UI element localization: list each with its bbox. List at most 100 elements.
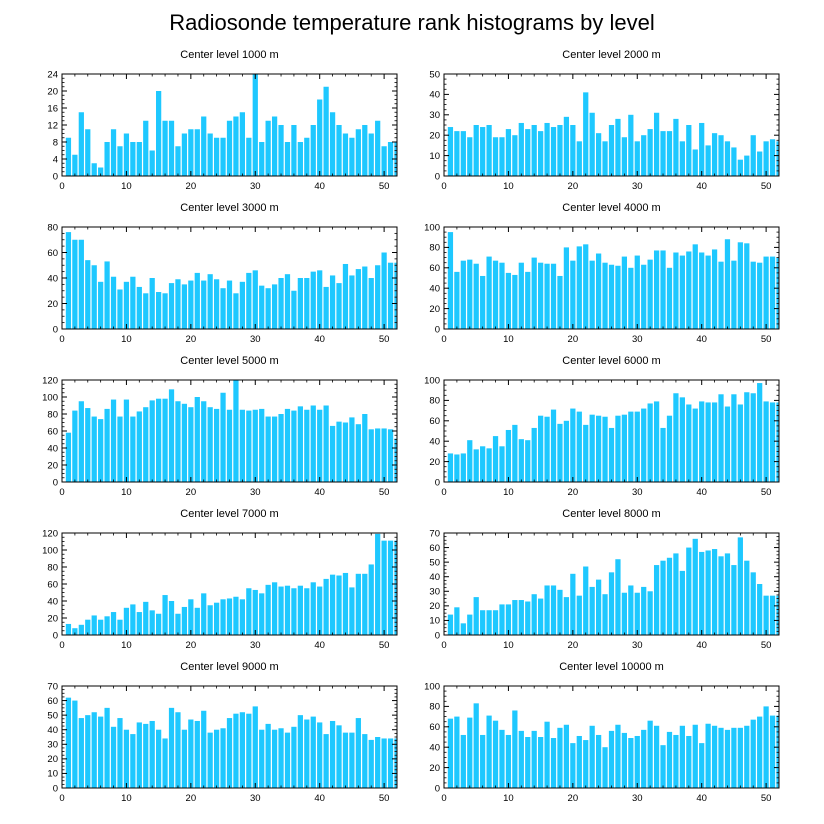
histogram-bar [78,401,84,482]
histogram-bar [284,142,291,176]
x-tick-label: 10 [503,793,514,804]
histogram-bar [660,427,666,482]
histogram-bar [570,125,576,176]
histogram-bar [673,118,679,176]
histogram-bar [194,397,200,482]
histogram-bar [602,416,608,482]
histogram-bar [355,424,361,482]
y-tick-label: 60 [47,579,58,590]
histogram-bar [641,408,647,482]
histogram-bar [531,730,537,788]
histogram-bar [168,601,175,635]
y-tick-label: 80 [429,243,440,254]
histogram-bar [563,420,570,482]
histogram-bar [679,725,685,788]
histogram-bar [362,125,368,176]
x-tick-label: 0 [441,640,446,651]
histogram-bar [499,446,505,482]
histogram-bar [226,409,233,482]
histogram-bar [72,628,78,635]
histogram-bar [117,289,123,329]
y-tick-label: 20 [47,86,58,97]
histogram-bar [454,271,460,329]
histogram-bar [634,141,640,176]
histogram-bar [576,141,582,176]
histogram-bar [65,232,72,329]
histogram-panel: Center level 5000 m 0 10 20 30 40 50 0 20 40 60 80 1… [42,355,398,498]
histogram-bar [381,252,387,329]
histogram-bar [213,408,220,482]
histogram-bar [647,591,653,635]
histogram-bar [381,540,387,635]
histogram-bar [692,538,698,635]
histogram-bar [492,436,499,482]
histogram-bar [660,250,666,329]
histogram-bar [271,116,278,176]
histogram-bar [123,399,130,482]
histogram-bar [621,137,627,176]
histogram-bar [136,722,142,788]
y-tick-label: 120 [42,528,58,539]
histogram-bar [615,415,621,482]
histogram-bar [117,416,123,482]
histogram-bar [246,713,252,788]
histogram-bar [110,129,117,176]
x-tick-label: 40 [696,181,707,192]
histogram-bar [595,253,602,329]
histogram-bar [310,271,316,330]
histogram-bar [499,262,505,329]
x-tick-label: 0 [441,334,446,345]
histogram-bar [265,288,271,329]
histogram-bar [673,734,679,788]
histogram-bar [757,262,763,329]
histogram-bar [78,239,84,329]
histogram-bar [647,720,653,788]
histogram-bar [65,432,72,482]
histogram-bar [239,112,245,176]
histogram-bar [323,578,329,635]
histogram-bar [641,729,647,788]
histogram-bar [595,133,602,176]
x-tick-label: 20 [568,181,579,192]
histogram-bar [110,276,117,329]
histogram-bar [387,540,394,635]
histogram-bar [757,151,763,176]
y-tick-label: 0 [53,324,58,335]
x-tick-label: 20 [568,334,579,345]
histogram-bar [467,440,473,482]
histogram-bar [98,281,104,329]
y-tick-label: 10 [429,616,440,627]
histogram-bar [149,150,155,176]
y-tick-label: 20 [47,754,58,765]
histogram-bar [213,729,220,788]
histogram-bar [505,734,512,788]
histogram-bar [550,409,557,482]
histogram-bar [104,707,110,788]
histogram-bar [525,271,531,329]
panel-title: Center level 7000 m [180,508,278,520]
histogram-bar [757,584,763,635]
histogram-bar [602,747,608,788]
histogram-bar [576,595,582,635]
histogram-bar [615,724,621,788]
x-tick-label: 0 [441,181,446,192]
histogram-bar [531,594,537,635]
histogram-bar [304,588,310,635]
x-tick-label: 10 [121,334,132,345]
histogram-bar [317,99,323,176]
histogram-bar [673,252,679,329]
histogram-bar [355,269,361,329]
x-tick-label: 30 [632,181,643,192]
y-tick-label: 20 [47,613,58,624]
histogram-bar [362,573,368,635]
histogram-bar [737,404,743,482]
histogram-bar [188,719,194,788]
histogram-bar [181,606,188,635]
histogram-bar [589,260,595,329]
histogram-bar [355,129,361,176]
y-tick-label: 50 [47,710,58,721]
histogram-bar [91,615,97,635]
histogram-bar [104,261,110,329]
histogram-bar [628,585,634,635]
histogram-bar [499,729,505,788]
